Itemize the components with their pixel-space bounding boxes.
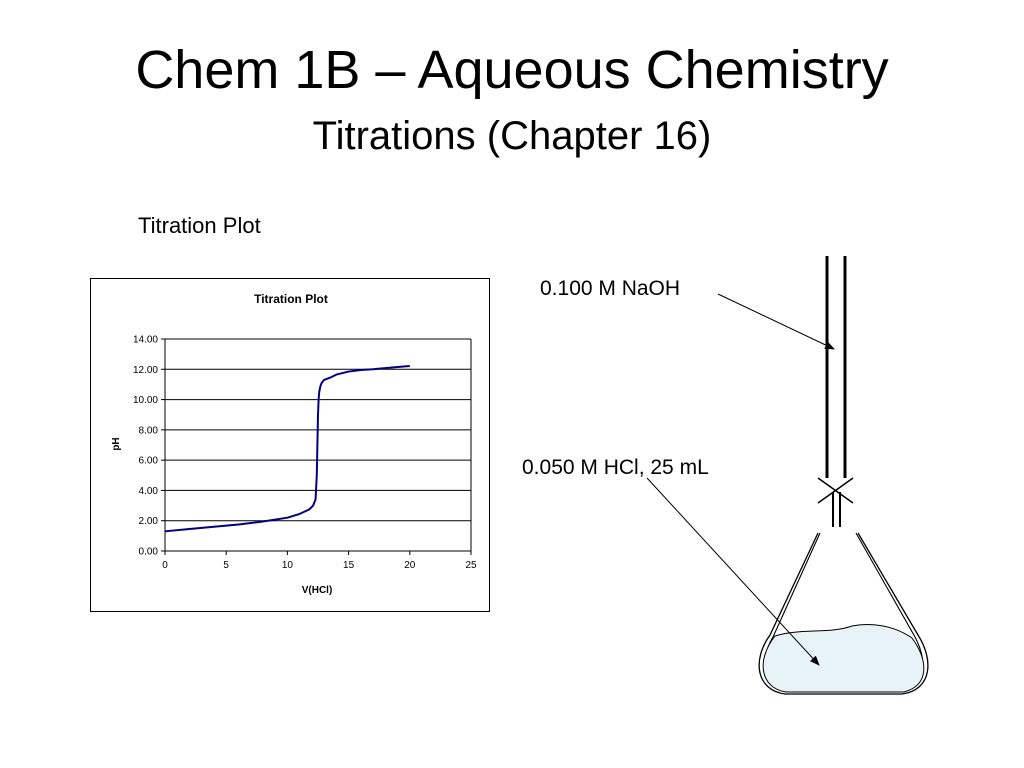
stopcock [817,477,854,504]
slide-subtitle: Titrations (Chapter 16) [312,114,712,158]
y-tick-label: 12.00 [133,365,158,376]
y-tick-label: 0.00 [139,547,159,558]
x-tick-label: 5 [223,560,229,571]
burette-tip [832,492,841,527]
chart-axes [161,338,472,555]
x-tick-label: 20 [404,560,416,571]
titrant-label: 0.100 M NaOH [540,277,680,300]
x-tick-labels: 0 5 10 15 20 25 [162,560,477,571]
x-tick-label: 10 [282,560,294,571]
y-tick-label: 6.00 [139,456,159,467]
y-tick-label: 4.00 [139,486,159,497]
titrant-pointer-arrow [717,293,835,350]
section-label: Titration Plot [138,213,261,238]
y-tick-labels: 0.00 2.00 4.00 6.00 8.00 10.00 12.00 14.00 [133,335,158,558]
flask-liquid [762,624,925,693]
chart-series [164,364,410,533]
chart-canvas: Titration Plot 0.00 2.00 4.00 6.00 8.00 10.00… [111,292,477,596]
y-tick-label: 14.00 [133,335,158,346]
titration-chart: Titration Plot 0.00 2.00 4.00 6.00 8.00 10.00… [90,278,490,612]
y-tick-label: 10.00 [133,395,158,406]
y-tick-label: 8.00 [139,425,159,436]
chart-title: Titration Plot [254,292,328,306]
x-axis-label: V(HCl) [302,585,333,596]
y-tick-label: 2.00 [139,516,159,527]
x-tick-label: 15 [343,560,355,571]
x-tick-label: 0 [162,560,168,571]
titration-curve-line [164,364,410,533]
slide-title: Chem 1B – Aqueous Chemistry [135,40,889,100]
burette [825,256,847,478]
y-axis-label: pH [111,437,122,450]
analyte-label: 0.050 M HCl, 25 mL [522,456,709,479]
analyte-pointer-arrow [646,477,820,666]
x-tick-label: 25 [465,560,477,571]
